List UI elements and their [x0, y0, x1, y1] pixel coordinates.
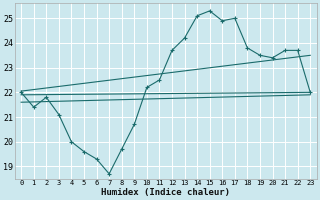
X-axis label: Humidex (Indice chaleur): Humidex (Indice chaleur)	[101, 188, 230, 197]
